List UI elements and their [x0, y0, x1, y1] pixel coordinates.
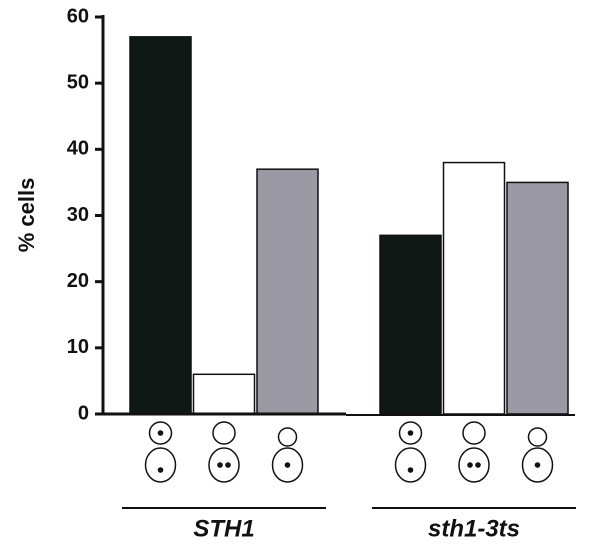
- bar: [130, 37, 191, 414]
- y-tick-label: 60: [67, 5, 89, 27]
- mother-cell-icon: [209, 448, 239, 482]
- bar: [257, 169, 318, 414]
- y-tick-label: 0: [78, 402, 89, 424]
- y-tick-label: 30: [67, 204, 89, 226]
- nucleus-dot: [408, 467, 414, 473]
- mother-cell-icon: [146, 448, 176, 482]
- bar: [507, 182, 568, 414]
- nucleus-dot: [158, 467, 164, 473]
- y-tick-label: 40: [67, 138, 89, 160]
- nucleus-dot: [467, 462, 473, 468]
- mother-cell-icon: [459, 448, 489, 482]
- nucleus-dot: [475, 462, 481, 468]
- mother-cell-icon: [396, 448, 426, 482]
- y-tick-label: 50: [67, 71, 89, 93]
- y-tick-label: 10: [67, 336, 89, 358]
- nucleus-dot: [285, 462, 291, 468]
- bar: [380, 235, 441, 414]
- bud-icon: [213, 422, 235, 444]
- y-axis-label: % cells: [14, 178, 39, 253]
- nucleus-dot: [408, 430, 414, 436]
- nucleus-dot: [225, 462, 231, 468]
- bar: [194, 374, 255, 414]
- x-tick-label: sth1-3ts: [428, 515, 520, 542]
- nucleus-dot: [535, 462, 541, 468]
- x-tick-label: STH1: [193, 515, 254, 542]
- bud-icon: [463, 422, 485, 444]
- chart: % cells 0 10 20 30 40 50 60 STH1 sth1-3ts: [0, 0, 602, 548]
- bud-icon: [279, 428, 297, 446]
- y-tick-label: 20: [67, 270, 89, 292]
- page: {"chart_data": {"type": "bar", "y_label"…: [0, 0, 602, 553]
- bud-icon: [529, 428, 547, 446]
- nucleus-dot: [158, 430, 164, 436]
- nucleus-dot: [217, 462, 223, 468]
- bar: [444, 163, 505, 414]
